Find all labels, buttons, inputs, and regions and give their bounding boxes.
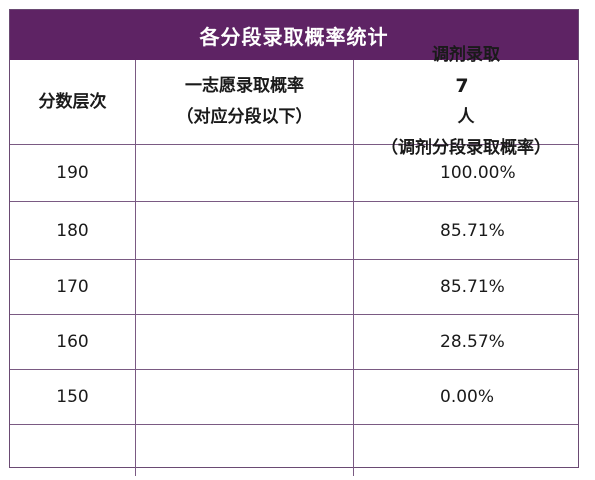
- header-first-choice-line1: 一志愿录取概率: [185, 76, 304, 96]
- table-row-score: 150: [10, 370, 136, 425]
- table-row-score: 170: [10, 260, 136, 315]
- header-adjustment-prefix: 调剂录取: [432, 45, 500, 65]
- table-row-first-choice: [136, 425, 354, 476]
- header-score-level: 分数层次: [10, 60, 136, 145]
- header-adjustment: 调剂录取 7 人 （调剂分段录取概率）: [354, 45, 578, 158]
- header-adjustment-unit: 人: [457, 107, 475, 127]
- table-row-first-choice: [136, 370, 354, 425]
- header-score-level-label: 分数层次: [38, 91, 107, 112]
- table-row-score: [10, 425, 136, 476]
- table-row-adjust: 85.71%: [354, 202, 578, 260]
- probability-table: 各分段录取概率统计 分数层次 一志愿录取概率 （对应分段以下） 调剂录取 7 人…: [9, 9, 579, 476]
- table-row-first-choice: [136, 145, 354, 202]
- header-first-choice: 一志愿录取概率 （对应分段以下）: [136, 60, 354, 145]
- table-row-score: 180: [10, 202, 136, 260]
- table-row-adjust: 100.00%: [354, 145, 578, 202]
- table-row-first-choice: [136, 260, 354, 315]
- table-row-adjust: 85.71%: [354, 260, 578, 315]
- table-row-adjust: 0.00%: [354, 370, 578, 425]
- table-row-adjust: 28.57%: [354, 315, 578, 370]
- table-row-score: 160: [10, 315, 136, 370]
- table-grid: 分数层次 一志愿录取概率 （对应分段以下） 调剂录取 7 人 （调剂分段录取概率…: [10, 45, 578, 476]
- table-row-first-choice: [136, 202, 354, 260]
- table-title: 各分段录取概率统计: [10, 10, 578, 60]
- table-row-score: 190: [10, 145, 136, 202]
- table-row-first-choice: [136, 315, 354, 370]
- header-first-choice-line2: （对应分段以下）: [176, 107, 313, 127]
- header-adjustment-line1: 调剂录取 7 人: [432, 40, 500, 133]
- header-adjustment-count: 7: [455, 75, 469, 97]
- table-row-adjust: [354, 425, 578, 476]
- header-adjustment-line2: （调剂分段录取概率）: [381, 138, 551, 158]
